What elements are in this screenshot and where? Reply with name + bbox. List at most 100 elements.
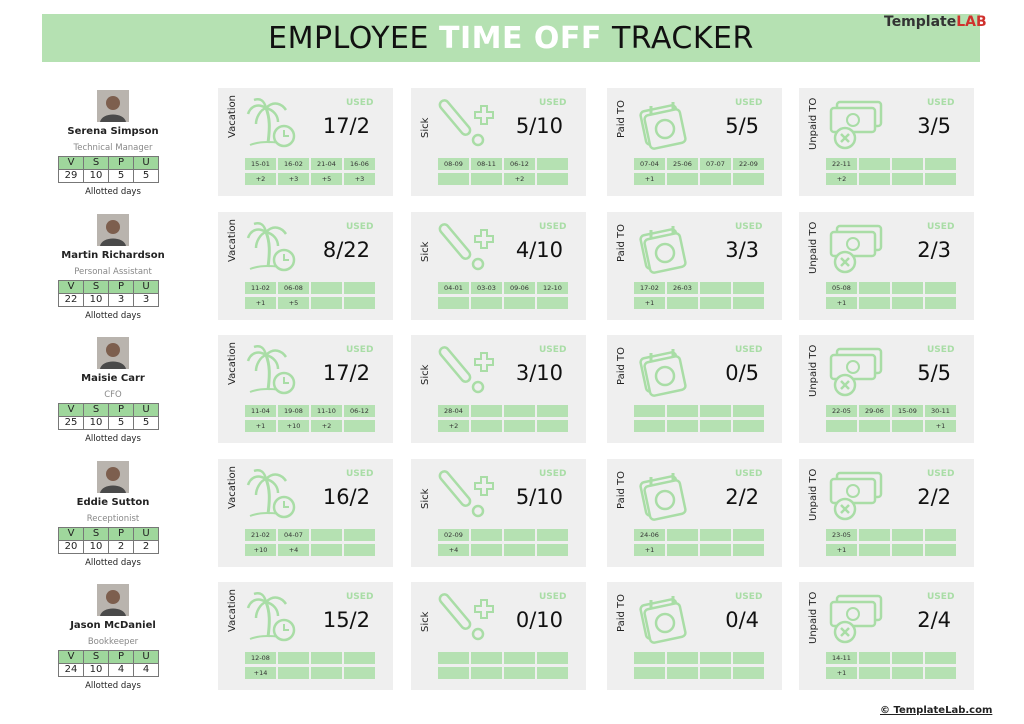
allotted-value: 2: [133, 539, 159, 554]
card-label: Paid TO: [616, 470, 627, 509]
icon: [438, 222, 494, 270]
extra-cell: +1: [634, 296, 665, 309]
date-cell: 04-01: [438, 281, 469, 294]
employee-photo: [97, 337, 129, 369]
extra-cell: [892, 296, 923, 309]
card-icon: [829, 222, 885, 274]
allotted-header: P: [108, 156, 134, 170]
employee-name: Serena Simpson: [67, 126, 159, 137]
allotted-value: 5: [108, 416, 134, 430]
allotted-value-row: 22 10 3 3: [58, 292, 159, 307]
extra-cell: [537, 173, 568, 185]
extra-cell: +1: [925, 420, 956, 432]
extra-cell: [438, 667, 469, 679]
extra-cell: [859, 667, 890, 679]
extra-cell: +2: [504, 173, 535, 185]
date-cell: 11-02: [245, 281, 276, 294]
photo-silhouette: [97, 90, 129, 122]
card-label: Vacation: [227, 95, 238, 138]
extra-cell: [859, 173, 890, 185]
allotted-header: U: [133, 526, 159, 541]
date-cell: [311, 281, 342, 294]
allotted-value-row: 24 10 4 4: [58, 663, 159, 677]
allotted-label: Allotted days: [85, 187, 141, 197]
used-value: 15/2: [322, 608, 370, 632]
card-label: Unpaid TO: [808, 591, 819, 644]
allotted-value: 5: [133, 169, 159, 183]
date-cell: [634, 405, 665, 417]
allotted-value: 10: [83, 292, 109, 307]
date-cell: 16-06: [344, 158, 375, 170]
used-value: 2/4: [917, 608, 951, 632]
extra-cell: +3: [344, 173, 375, 185]
date-cell: [471, 528, 502, 541]
date-cell: 11-04: [245, 405, 276, 417]
allotted-table: V S P U 25 10 5 5: [58, 403, 159, 430]
time-off-card: Sick USED 0/10: [411, 582, 586, 690]
extra-cell: [925, 296, 956, 309]
date-cell: [634, 652, 665, 664]
allotted-value: 25: [58, 416, 84, 430]
allotted-header: P: [108, 650, 134, 664]
used-label: USED: [539, 98, 567, 108]
photo-silhouette: [97, 584, 129, 616]
time-off-card: Unpaid TO USED 2/4 14-11 +1: [799, 582, 974, 690]
extra-cell: [700, 543, 731, 556]
date-cell: [892, 528, 923, 541]
card-icon: [438, 222, 497, 274]
used-label: USED: [735, 221, 763, 232]
date-cell: [344, 652, 375, 664]
icon: [639, 472, 687, 521]
used-value: 5/10: [515, 484, 563, 509]
date-cell: [892, 281, 923, 294]
employee-photo: [97, 213, 129, 246]
extra-cell: [471, 667, 502, 679]
extra-cell: [344, 420, 375, 432]
used-value: 17/2: [322, 114, 370, 138]
card-label: Paid TO: [616, 594, 627, 632]
used-value: 16/2: [322, 484, 370, 509]
time-off-card: Paid TO USED 5/5 07-04 25-06 07-07 22-09 +1: [607, 88, 782, 196]
extra-cell: +5: [278, 296, 309, 309]
date-cell: 16-02: [278, 158, 309, 170]
footer-link[interactable]: © TemplateLab.com: [880, 705, 993, 716]
date-cell: 17-02: [634, 281, 665, 294]
time-off-card: Vacation USED 8/22 11-02 06-08 +1 +5: [218, 211, 393, 320]
date-cell: [925, 281, 956, 294]
card-label: Unpaid TO: [808, 221, 819, 274]
used-value: 5/10: [515, 114, 563, 138]
card-label: Sick: [420, 611, 431, 632]
used-value: 17/2: [322, 361, 370, 385]
card-icon: [637, 345, 693, 397]
date-cell: [344, 281, 375, 294]
card-label: Vacation: [227, 465, 238, 509]
extra-cell: +2: [311, 420, 342, 432]
date-cell: 06-12: [504, 158, 535, 170]
date-cell: 04-07: [278, 528, 309, 541]
extra-cell: [892, 173, 923, 185]
date-cell: [504, 528, 535, 541]
time-off-card: Vacation USED 15/2 12-08 +14: [218, 582, 393, 690]
date-cell: [925, 158, 956, 170]
allotted-table: V S P U 24 10 4 4: [58, 650, 159, 677]
extra-cell: [504, 296, 535, 309]
time-off-card: Sick USED 5/10 02-09 +4: [411, 458, 586, 567]
card-icon: [246, 98, 304, 150]
date-cell: 03-03: [471, 281, 502, 294]
date-cell: [471, 405, 502, 417]
allotted-value: 29: [58, 169, 84, 183]
extra-cell: [733, 173, 764, 185]
time-off-card: Paid TO USED 0/5: [607, 335, 782, 443]
used-label: USED: [735, 98, 763, 108]
extra-cell: +4: [438, 543, 469, 556]
date-cell: 12-10: [537, 281, 568, 294]
time-off-card: Vacation USED 17/2 11-04 19-08 11-10 06-12 +1 +…: [218, 335, 393, 443]
date-cell: 15-01: [245, 158, 276, 170]
allotted-header: S: [83, 156, 109, 170]
allotted-table: V S P U 29 10 5 5: [58, 156, 159, 183]
allotted-header: S: [83, 403, 109, 417]
allotted-header: V: [58, 403, 84, 417]
used-label: USED: [539, 592, 567, 602]
extra-cell: +1: [245, 296, 276, 309]
